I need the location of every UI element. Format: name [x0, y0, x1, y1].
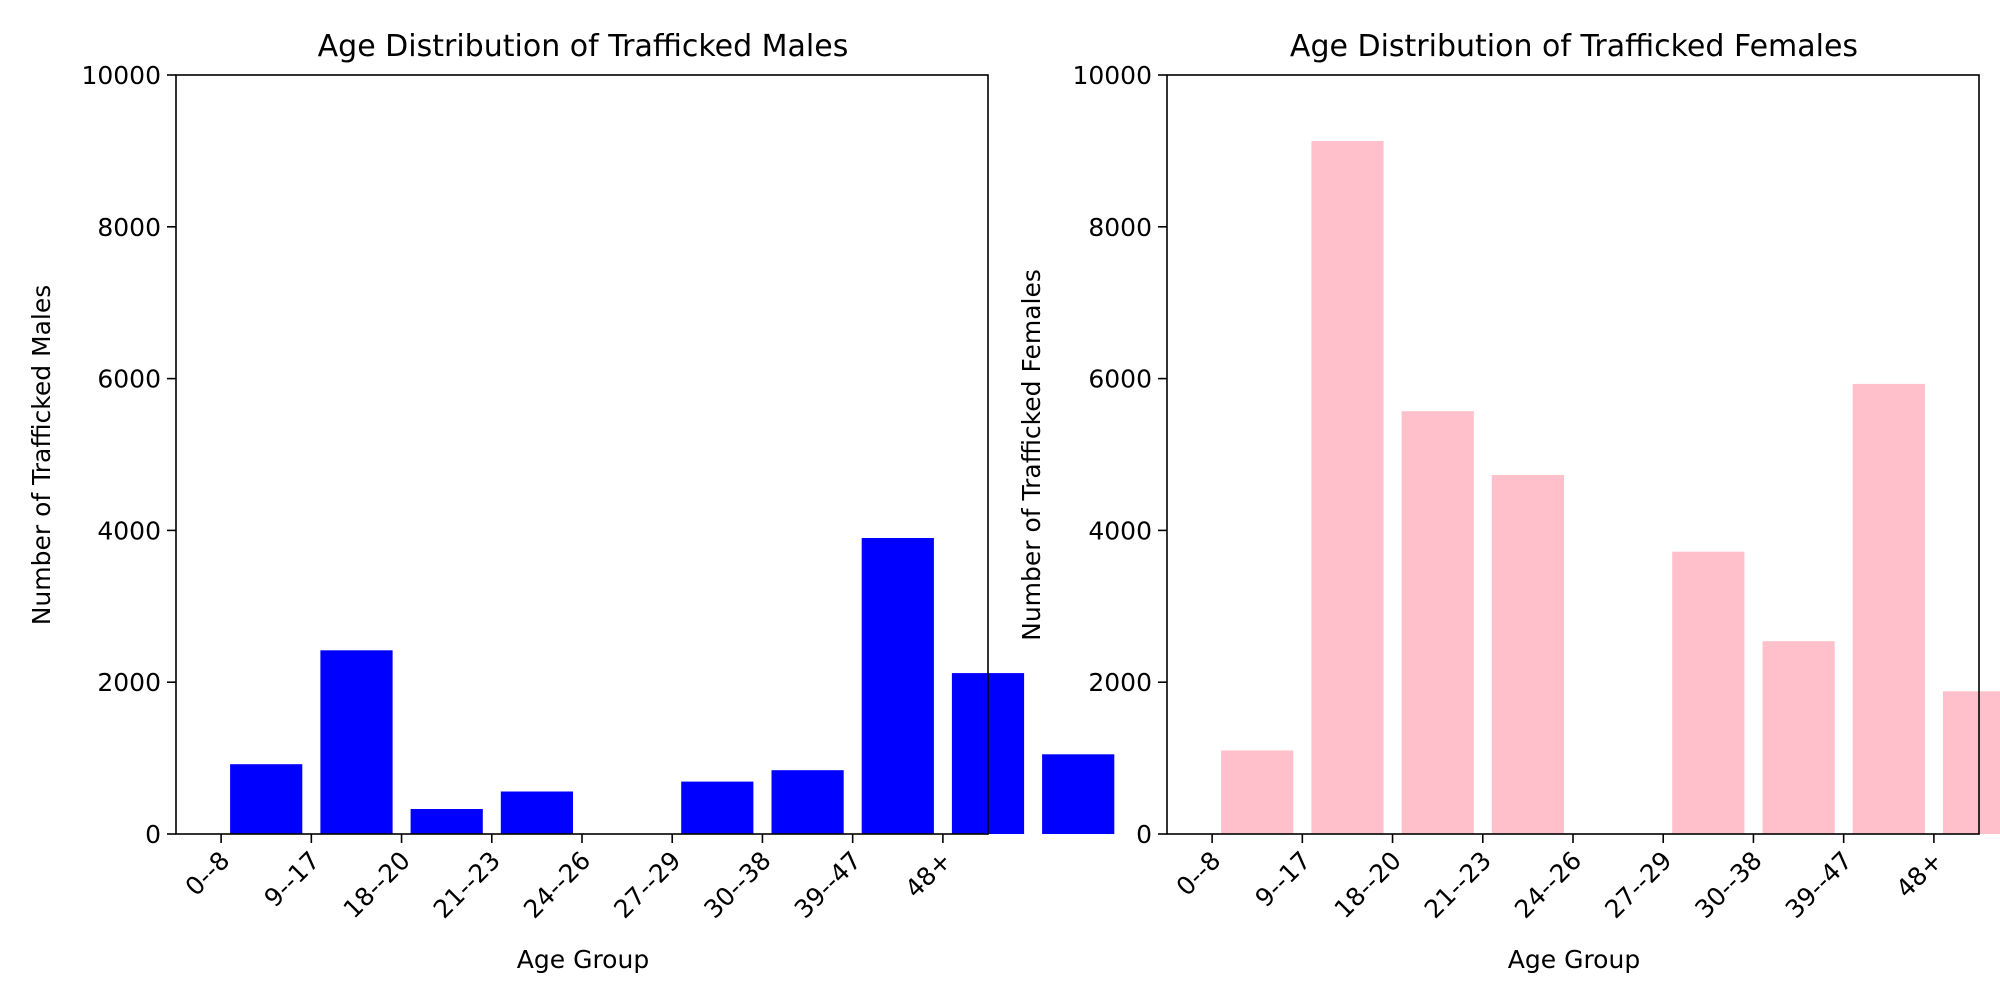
bar-18--20: [410, 809, 483, 834]
bar-9--17: [320, 650, 393, 834]
bar-39--47: [861, 538, 934, 834]
males-chart: Age Distribution of Trafficked Males Age…: [27, 29, 1115, 974]
bar-18--20: [1401, 411, 1474, 834]
y-tick-label: 0: [1136, 820, 1152, 849]
y-axis-ticks: 0 2000 4000 6000 8000 10000: [81, 61, 176, 849]
y-axis-ticks: 0 2000 4000 6000 8000 10000: [1072, 61, 1167, 849]
x-tick-label: 24--26: [518, 846, 596, 924]
x-tick-label: 18--20: [338, 846, 416, 924]
bar-21--23: [500, 791, 573, 834]
x-axis-ticks: 0--8 9--17 18--20 21--23 24--26 27--29 30--38 3…: [180, 834, 957, 924]
y-tick-label: 6000: [1088, 365, 1152, 394]
x-axis-label: Age Group: [1508, 945, 1640, 974]
x-tick-label: 27--29: [608, 846, 686, 924]
x-tick-label: 48+: [1890, 846, 1948, 904]
y-tick-label: 2000: [97, 668, 161, 697]
x-tick-label: 9--17: [259, 846, 326, 913]
bar-9--17: [1311, 141, 1384, 834]
females-chart: Age Distribution of Trafficked Females A…: [1017, 29, 2000, 974]
x-tick-label: 0--8: [1171, 846, 1227, 902]
y-tick-label: 2000: [1088, 668, 1152, 697]
y-tick-label: 8000: [97, 213, 161, 242]
bar-21--23: [1491, 475, 1564, 834]
y-tick-label: 6000: [97, 365, 161, 394]
y-tick-label: 4000: [1088, 516, 1152, 545]
bar-0--8: [1221, 750, 1294, 834]
x-tick-label: 21--23: [1419, 846, 1497, 924]
y-axis-label: Number of Trafficked Males: [27, 285, 56, 626]
x-tick-label: 21--23: [428, 846, 506, 924]
y-tick-label: 0: [145, 820, 161, 849]
bar-extra-9: [1042, 754, 1115, 834]
x-axis-ticks: 0--8 9--17 18--20 21--23 24--26 27--29 30--38 3…: [1171, 834, 1948, 924]
x-tick-label: 48+: [899, 846, 957, 904]
bar-30--38: [1762, 641, 1835, 834]
y-tick-label: 10000: [1072, 61, 1152, 90]
y-tick-label: 10000: [81, 61, 161, 90]
bar-0--8: [230, 764, 303, 834]
x-tick-label: 0--8: [180, 846, 236, 902]
bar-group: [230, 538, 1115, 834]
x-tick-label: 39--47: [1780, 846, 1858, 924]
y-tick-label: 4000: [97, 516, 161, 545]
chart-title: Age Distribution of Trafficked Males: [318, 29, 849, 64]
bar-group: [1221, 141, 2000, 834]
x-tick-label: 18--20: [1329, 846, 1407, 924]
plot-frame: [1166, 74, 1980, 835]
x-tick-label: 27--29: [1599, 846, 1677, 924]
bar-27--29: [1672, 551, 1745, 834]
x-tick-label: 30--38: [1689, 846, 1767, 924]
bar-27--29: [681, 781, 754, 834]
x-tick-label: 24--26: [1509, 846, 1587, 924]
x-axis-label: Age Group: [517, 945, 649, 974]
x-tick-label: 39--47: [789, 846, 867, 924]
y-axis-label: Number of Trafficked Females: [1017, 269, 1046, 641]
x-tick-label: 9--17: [1250, 846, 1317, 913]
chart-title: Age Distribution of Trafficked Females: [1290, 29, 1858, 64]
bar-30--38: [771, 770, 844, 834]
bar-39--47: [1852, 383, 1925, 834]
bar-48+: [1942, 691, 2000, 834]
plot-frame: [175, 74, 989, 835]
y-tick-label: 8000: [1088, 213, 1152, 242]
x-tick-label: 30--38: [698, 846, 776, 924]
